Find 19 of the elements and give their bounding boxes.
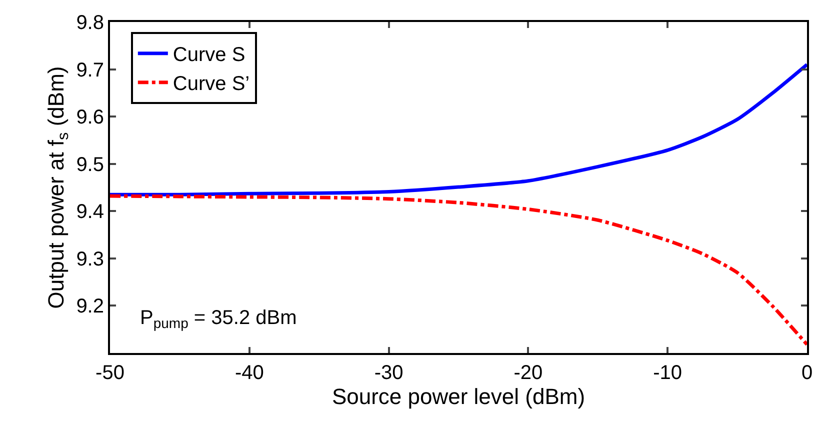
line-series (110, 62, 807, 196)
x-tick-label: -10 (653, 362, 682, 384)
x-tick-label: -20 (514, 362, 543, 384)
y-tick-label: 9.7 (76, 59, 104, 82)
x-tick-label: -40 (234, 362, 264, 384)
legend-label: Curve S’ (172, 73, 250, 96)
x-tick-label: 0 (801, 362, 813, 384)
legend-label: Curve S (172, 44, 246, 66)
x-tick-label: -30 (374, 362, 404, 384)
y-tick-label: 9.5 (76, 154, 104, 176)
x-tick-label: -50 (96, 362, 124, 384)
x-axis-title: Source power level (dBm) (332, 384, 586, 409)
y-tick-label: 9.6 (76, 106, 104, 129)
y-tick-label: 9.4 (76, 201, 104, 224)
y-tick-label: 9.3 (76, 248, 104, 270)
y-tick-label: 9.8 (76, 12, 104, 34)
annotation: P$_{pump}$ = 35.2 dBm (140, 307, 297, 332)
y-tick-label: 9.2 (76, 296, 104, 318)
line-series (110, 194, 807, 346)
